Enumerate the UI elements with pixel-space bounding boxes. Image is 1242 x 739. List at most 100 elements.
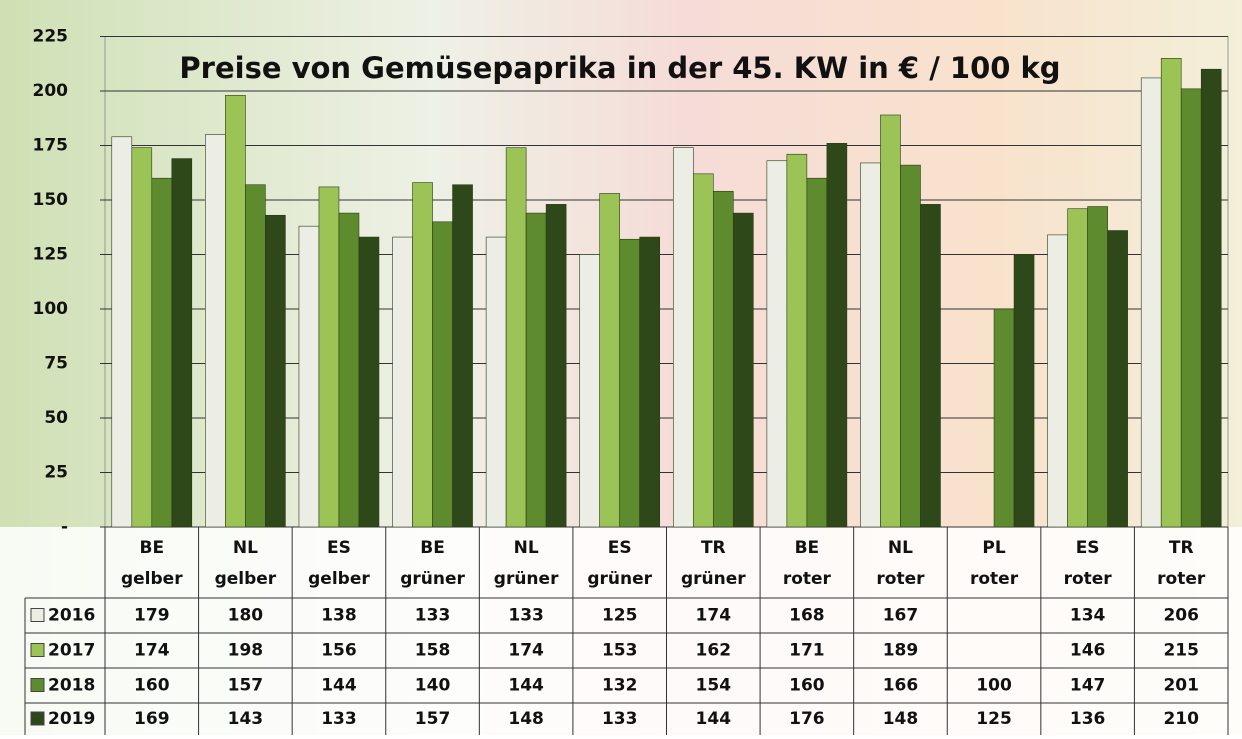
table-value: 166 xyxy=(883,676,919,696)
table-value: 160 xyxy=(134,676,170,696)
legend-label: 2019 xyxy=(48,709,95,729)
x-tick-label: grüner xyxy=(681,569,746,589)
table-value: 206 xyxy=(1163,606,1199,626)
table-value: 132 xyxy=(602,676,638,696)
table-value: 174 xyxy=(696,606,732,626)
legend-swatch xyxy=(31,679,44,692)
bar xyxy=(546,204,566,527)
bar xyxy=(1141,78,1161,527)
table-value: 167 xyxy=(883,606,919,626)
table-value: 125 xyxy=(602,606,638,626)
table-value: 154 xyxy=(696,676,732,696)
table-value: 176 xyxy=(789,709,825,729)
legend-swatch xyxy=(31,712,44,725)
bar xyxy=(787,154,807,527)
x-tick-label: ES xyxy=(608,538,632,558)
x-tick-label: roter xyxy=(783,569,832,589)
bar xyxy=(299,226,319,527)
bar xyxy=(1068,209,1088,527)
bar xyxy=(506,148,526,527)
x-tick-label: NL xyxy=(233,538,258,558)
x-tick-label: BE xyxy=(420,538,445,558)
bar xyxy=(319,187,339,527)
bar xyxy=(640,237,660,527)
y-tick-label: 100 xyxy=(33,299,69,319)
table-value: 156 xyxy=(321,641,357,661)
x-tick-label: grüner xyxy=(400,569,465,589)
chart-title: Preise von Gemüsepaprika in der 45. KW i… xyxy=(179,51,1060,85)
bar xyxy=(433,222,453,527)
bar xyxy=(860,163,880,527)
chart: Preise von Gemüsepaprika in der 45. KW i… xyxy=(0,0,1242,735)
table-value: 144 xyxy=(508,676,544,696)
y-tick-label: 150 xyxy=(33,190,69,210)
bar xyxy=(205,135,225,527)
bar xyxy=(486,237,506,527)
x-tick-label: grüner xyxy=(494,569,559,589)
y-tick-label: 200 xyxy=(33,81,69,101)
table-value: 157 xyxy=(228,676,264,696)
table-value: 134 xyxy=(1070,606,1106,626)
table-value: 153 xyxy=(602,641,638,661)
bar xyxy=(600,193,620,527)
y-tick-label: 225 xyxy=(33,27,69,47)
bar xyxy=(767,161,787,527)
table-value: 169 xyxy=(134,709,170,729)
table-value: 138 xyxy=(321,606,357,626)
bar xyxy=(693,174,713,527)
table-value: 148 xyxy=(883,709,919,729)
x-tick-label: BE xyxy=(140,538,165,558)
bar xyxy=(1181,89,1201,527)
bar xyxy=(1088,207,1108,527)
table-background xyxy=(0,527,1242,735)
x-tick-label: TR xyxy=(1169,538,1194,558)
x-tick-label: roter xyxy=(1064,569,1113,589)
bar xyxy=(393,237,413,527)
x-tick-label: gelber xyxy=(215,569,277,589)
table-value: 198 xyxy=(228,641,264,661)
table-value: 100 xyxy=(976,676,1012,696)
bar xyxy=(225,95,245,527)
table-value: 210 xyxy=(1163,709,1199,729)
table-value: 158 xyxy=(415,641,451,661)
bar xyxy=(827,143,847,527)
page: {"chart_data": {"type": "bar", "title": … xyxy=(0,0,1242,739)
table-value: 171 xyxy=(789,641,825,661)
bar xyxy=(713,191,733,527)
table-value: 179 xyxy=(134,606,170,626)
x-tick-label: ES xyxy=(327,538,351,558)
bar xyxy=(526,213,546,527)
y-tick-label: 25 xyxy=(44,463,68,483)
table-value: 201 xyxy=(1163,676,1199,696)
bar xyxy=(880,115,900,527)
x-tick-label: PL xyxy=(982,538,1005,558)
x-tick-label: BE xyxy=(795,538,820,558)
table-value: 136 xyxy=(1070,709,1106,729)
bar xyxy=(359,237,379,527)
table-value: 144 xyxy=(696,709,732,729)
y-tick-label: 175 xyxy=(33,136,69,156)
bar xyxy=(132,148,152,527)
bar xyxy=(1014,255,1034,528)
legend-label: 2016 xyxy=(48,606,95,626)
table-value: 174 xyxy=(508,641,544,661)
x-tick-label: NL xyxy=(888,538,913,558)
table-value: 148 xyxy=(508,709,544,729)
table-value: 147 xyxy=(1070,676,1106,696)
table-value: 189 xyxy=(883,641,919,661)
bar xyxy=(580,255,600,528)
x-tick-label: roter xyxy=(1157,569,1206,589)
table-value: 143 xyxy=(228,709,264,729)
bar xyxy=(453,185,473,527)
table-value: 146 xyxy=(1070,641,1106,661)
legend-swatch xyxy=(31,644,44,657)
bar xyxy=(733,213,753,527)
x-tick-label: roter xyxy=(970,569,1019,589)
bar xyxy=(1161,58,1181,527)
table-value: 157 xyxy=(415,709,451,729)
x-tick-label: roter xyxy=(876,569,925,589)
table-value: 140 xyxy=(415,676,451,696)
x-tick-label: grüner xyxy=(587,569,652,589)
legend-swatch xyxy=(31,609,44,622)
table-value: 133 xyxy=(415,606,451,626)
